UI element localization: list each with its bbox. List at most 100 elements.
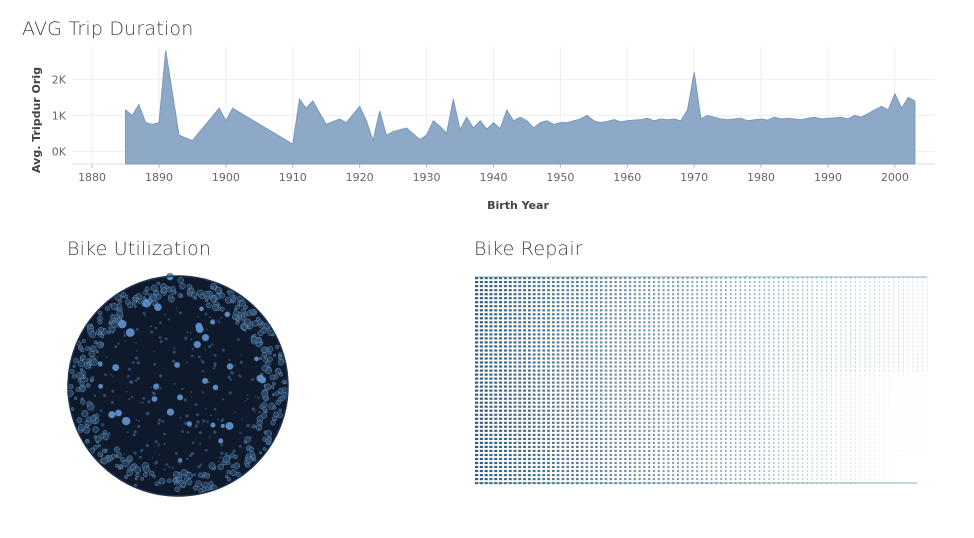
repair-mark: [782, 329, 785, 332]
repair-mark: [826, 349, 828, 352]
repair-mark: [595, 329, 598, 332]
repair-mark: [691, 365, 694, 368]
repair-mark: [777, 329, 780, 332]
repair-mark: [494, 425, 498, 428]
repair-mark: [729, 441, 732, 444]
repair-mark: [840, 337, 842, 340]
repair-mark: [753, 341, 756, 344]
repair-mark: [624, 465, 627, 469]
repair-mark: [580, 297, 584, 300]
repair-mark: [527, 353, 531, 356]
bubble: [245, 453, 251, 459]
repair-mark: [677, 433, 680, 436]
repair-mark: [696, 377, 699, 380]
repair-mark: [725, 401, 727, 404]
repair-mark: [782, 293, 785, 296]
repair-mark: [710, 401, 713, 404]
repair-mark: [758, 357, 761, 360]
repair-mark: [523, 469, 527, 473]
repair-mark: [782, 385, 785, 388]
bubble: [213, 407, 217, 411]
repair-mark: [835, 365, 837, 368]
repair-mark: [763, 373, 766, 376]
trip-duration-area[interactable]: [124, 50, 916, 165]
repair-mark: [739, 365, 742, 368]
bubble: [171, 289, 176, 295]
bike-repair-grid[interactable]: [470, 270, 940, 495]
repair-mark: [537, 321, 541, 324]
repair-mark: [725, 409, 727, 412]
repair-mark: [638, 301, 641, 304]
repair-mark: [835, 445, 837, 448]
repair-mark: [705, 429, 708, 432]
repair-mark: [850, 465, 852, 469]
repair-mark: [850, 329, 852, 332]
repair-mark: [854, 401, 856, 404]
repair-mark: [595, 377, 598, 380]
repair-mark: [547, 297, 550, 300]
repair-mark: [479, 361, 483, 364]
repair-mark: [773, 369, 775, 372]
repair-mark: [720, 305, 722, 308]
repair-mark: [677, 381, 680, 384]
repair-mark: [638, 289, 641, 292]
repair-mark: [677, 461, 680, 465]
repair-mark: [595, 405, 598, 408]
repair-mark: [773, 281, 775, 284]
bubble: [277, 355, 282, 360]
repair-mark: [628, 297, 632, 300]
repair-mark: [619, 369, 622, 372]
repair-mark: [758, 437, 761, 440]
repair-mark: [523, 441, 527, 444]
repair-mark: [643, 445, 646, 448]
bubble: [127, 374, 130, 378]
repair-mark: [705, 445, 708, 448]
repair-mark: [609, 313, 613, 316]
repair-mark: [648, 437, 651, 440]
repair-mark: [576, 413, 579, 416]
repair-mark: [802, 333, 804, 336]
repair-mark: [806, 421, 809, 424]
repair-mark: [518, 293, 522, 296]
repair-mark: [749, 345, 751, 348]
repair-mark: [845, 445, 847, 448]
repair-mark: [696, 401, 699, 404]
repair-mark: [499, 429, 503, 432]
repair-mark: [479, 469, 483, 473]
repair-mark: [845, 277, 847, 280]
repair-mark: [585, 433, 589, 436]
repair-mark: [662, 445, 665, 448]
repair-mark: [662, 281, 665, 284]
bubble: [174, 486, 181, 492]
repair-mark: [734, 397, 737, 400]
repair-mark: [720, 349, 722, 352]
repair-mark: [691, 401, 694, 404]
repair-mark: [513, 441, 517, 444]
repair-mark: [715, 478, 718, 481]
repair-mark: [580, 425, 584, 428]
repair-mark: [657, 405, 660, 408]
repair-mark: [705, 441, 708, 444]
repair-mark: [797, 297, 799, 300]
repair-mark: [580, 377, 584, 380]
repair-mark: [508, 341, 512, 344]
repair-mark: [835, 357, 837, 360]
repair-mark: [580, 465, 584, 469]
repair-mark: [513, 445, 517, 448]
repair-mark: [753, 301, 756, 304]
repair-mark: [696, 449, 699, 452]
repair-mark: [681, 433, 684, 436]
repair-mark: [475, 469, 479, 473]
repair-mark: [821, 337, 823, 340]
bubble: [133, 430, 137, 434]
repair-mark: [840, 317, 842, 320]
bubble: [195, 480, 203, 488]
repair-mark: [749, 385, 751, 388]
repair-mark: [518, 297, 522, 300]
bubble: [126, 390, 128, 393]
repair-mark: [657, 453, 660, 457]
bike-utilization-bubbles[interactable]: [60, 268, 300, 508]
repair-mark: [701, 474, 703, 477]
repair-mark: [763, 293, 766, 296]
